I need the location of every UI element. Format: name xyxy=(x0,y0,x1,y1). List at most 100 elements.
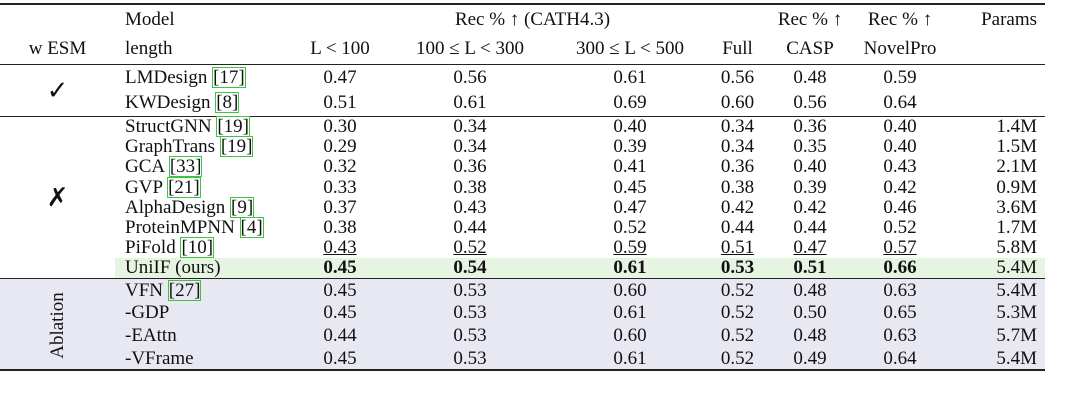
model-cell: -GDP xyxy=(115,301,295,324)
value-cell: 0.48 xyxy=(770,64,850,90)
value: 0.66 xyxy=(883,257,917,279)
value-cell: 0.48 xyxy=(770,278,850,301)
value: 0.53 xyxy=(453,302,487,324)
value-cell: 0.52 xyxy=(555,217,705,237)
table-row: KWDesign [8] 0.51 0.61 0.69 0.60 0.56 0.64 xyxy=(0,90,1045,116)
value: 0.61 xyxy=(453,92,487,114)
value-cell: 0.45 xyxy=(555,177,705,197)
value-cell: 0.37 xyxy=(295,197,385,217)
params-cell xyxy=(950,90,1045,116)
value-cell: 0.51 xyxy=(705,238,770,258)
params: 5.4M xyxy=(996,347,1038,369)
header-row: w ESM length L < 100 100 ≤ L < 300 300 ≤… xyxy=(0,34,1045,64)
value-cell: 0.34 xyxy=(705,116,770,136)
value-cell: 0.42 xyxy=(850,177,950,197)
model-cell: AlphaDesign [9] xyxy=(115,196,295,218)
model-cell: PiFold [10] xyxy=(115,237,295,259)
table-row: Ablation VFN [27] 0.45 0.53 0.60 0.52 0.48 0.63… xyxy=(0,278,1046,359)
value-cell: 0.65 xyxy=(850,301,950,324)
header-row: Model Rec % ↑ (CATH4.3) Rec % ↑ Rec % ↑ … xyxy=(0,4,1045,34)
value-cell: 0.40 xyxy=(555,116,705,136)
value: 0.61 xyxy=(613,66,647,88)
value: 0.48 xyxy=(793,66,827,88)
value-cell: 0.56 xyxy=(385,64,555,90)
value-cell: 0.61 xyxy=(555,258,705,278)
value-cell: 0.32 xyxy=(295,157,385,177)
params-cell: 5.8M xyxy=(950,238,1045,258)
value: 0.45 xyxy=(323,279,357,301)
value-cell: 0.52 xyxy=(850,217,950,237)
params-cell: 1.4M xyxy=(950,116,1045,136)
group-label: Ablation xyxy=(47,292,68,359)
group-label: ✓ xyxy=(46,75,69,105)
value-cell: 0.63 xyxy=(850,324,950,347)
value: 0.44 xyxy=(720,217,755,239)
header-cell: 100 ≤ L < 300 xyxy=(415,38,525,60)
citation: [33] xyxy=(168,156,203,178)
value-cell: 0.49 xyxy=(770,347,850,370)
value: 0.48 xyxy=(793,279,827,301)
value-cell: 0.53 xyxy=(385,324,555,347)
value: 0.52 xyxy=(453,237,487,259)
value-cell: 0.61 xyxy=(555,301,705,324)
header-cell: Rec % ↑ xyxy=(777,9,843,30)
value: 0.35 xyxy=(793,135,827,157)
value: 0.56 xyxy=(793,92,827,114)
params: 5.3M xyxy=(996,302,1038,324)
row-group: ✓ LMDesign [17] 0.47 0.56 0.61 0.56 0.48 0.59 KW… xyxy=(0,64,1046,116)
table-row: AlphaDesign [9] 0.37 0.43 0.47 0.42 0.42 0.46 3… xyxy=(0,196,1045,218)
value-cell: 0.59 xyxy=(850,64,950,90)
value-cell: 0.40 xyxy=(770,157,850,177)
value: 0.51 xyxy=(323,92,357,114)
results-table: Model Rec % ↑ (CATH4.3) Rec % ↑ Rec % ↑ … xyxy=(0,3,1046,371)
value: 0.51 xyxy=(720,237,755,259)
value: 0.61 xyxy=(613,347,647,369)
value-cell: 0.36 xyxy=(385,157,555,177)
model-name: LMDesign xyxy=(125,66,208,88)
value-cell: 0.40 xyxy=(850,136,950,156)
value: 0.34 xyxy=(720,115,755,137)
params-cell: 1.7M xyxy=(950,217,1045,237)
value-cell: 0.38 xyxy=(705,177,770,197)
value-cell: 0.34 xyxy=(385,116,555,136)
value: 0.63 xyxy=(883,279,917,301)
value-cell: 0.46 xyxy=(850,197,950,217)
model-name: -GDP xyxy=(125,302,170,324)
value-cell: 0.44 xyxy=(705,217,770,237)
table-row: GraphTrans [19] 0.29 0.34 0.39 0.34 0.35 0.40 1… xyxy=(0,135,1045,157)
value: 0.33 xyxy=(323,176,357,198)
value-cell: 0.60 xyxy=(555,278,705,301)
value-cell: 0.48 xyxy=(770,324,850,347)
value: 0.60 xyxy=(613,325,647,347)
value: 0.42 xyxy=(720,196,755,218)
value: 0.43 xyxy=(453,196,487,218)
value: 0.54 xyxy=(453,257,487,279)
value-cell: 0.51 xyxy=(770,258,850,278)
value: 0.63 xyxy=(883,325,917,347)
value-cell: 0.44 xyxy=(295,324,385,347)
value-cell: 0.52 xyxy=(705,347,770,370)
citation: [27] xyxy=(167,279,202,301)
value: 0.47 xyxy=(793,237,827,259)
model-name: PiFold xyxy=(125,237,176,259)
table-row: GCA [33] 0.32 0.36 0.41 0.36 0.40 0.43 2.1M xyxy=(0,156,1045,178)
model-cell: -EAttn xyxy=(115,324,295,347)
model-name: GraphTrans xyxy=(125,135,216,157)
value-cell: 0.50 xyxy=(770,301,850,324)
citation: [21] xyxy=(167,176,201,198)
value-cell: 0.43 xyxy=(295,238,385,258)
value-cell: 0.52 xyxy=(385,238,555,258)
value: 0.45 xyxy=(323,347,357,369)
value-cell: 0.43 xyxy=(850,157,950,177)
value: 0.43 xyxy=(883,156,917,178)
params: 5.4M xyxy=(996,279,1038,301)
value-cell: 0.29 xyxy=(295,136,385,156)
value: 0.52 xyxy=(720,325,755,347)
header-cell: Model xyxy=(125,9,175,30)
value: 0.40 xyxy=(793,156,827,178)
value-cell: 0.60 xyxy=(555,324,705,347)
value-cell: 0.36 xyxy=(770,116,850,136)
value: 0.42 xyxy=(883,176,917,198)
value: 0.45 xyxy=(323,302,357,324)
header-cell: length xyxy=(125,38,173,60)
